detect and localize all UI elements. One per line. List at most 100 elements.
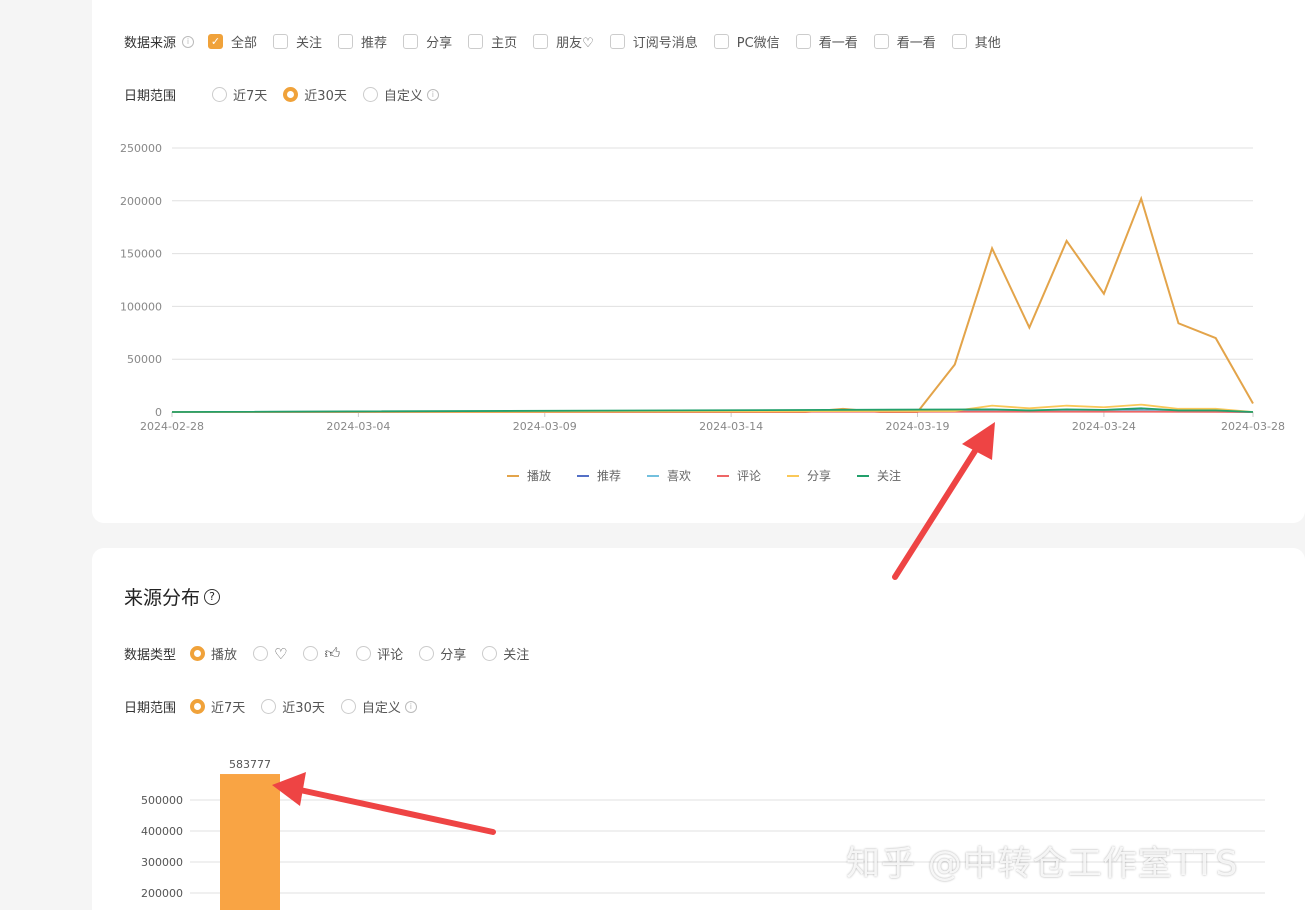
checkbox[interactable] xyxy=(403,34,419,49)
y-tick-label: 50000 xyxy=(127,353,162,366)
radio[interactable] xyxy=(253,646,269,661)
checkbox-option[interactable]: ✓ 全部 xyxy=(208,32,257,51)
x-tick-label: 2024-03-24 xyxy=(1072,420,1136,433)
option-label: 自定义 xyxy=(361,701,401,716)
x-tick-label: 2024-03-04 xyxy=(326,420,390,433)
radio-option[interactable]: 自定义 i xyxy=(340,697,417,716)
option-label: 近30天 xyxy=(282,701,325,716)
radio-option[interactable]: 分享 xyxy=(419,644,466,663)
checkbox-option[interactable]: 其他 xyxy=(951,32,1001,51)
option-label: 关注 xyxy=(503,648,530,663)
option-label: 近7天 xyxy=(233,89,268,104)
dist-date-filter: 日期范围 近7天 近30天 自定义 i xyxy=(124,697,433,716)
checkbox-option[interactable]: 关注 xyxy=(273,32,322,51)
option-label: 全部 xyxy=(231,36,258,51)
distribution-card xyxy=(92,548,1305,910)
radio-option[interactable]: 关注 xyxy=(482,644,529,663)
checkbox[interactable] xyxy=(795,34,811,49)
radio-option[interactable]: 近7天 xyxy=(190,697,245,716)
section-title: 来源分布? xyxy=(124,583,221,610)
legend-label[interactable]: 喜欢 xyxy=(667,468,691,483)
checkbox[interactable] xyxy=(468,34,484,49)
radio-option[interactable]: 评论 xyxy=(356,644,403,663)
watermark: 知乎 @中转仓工作室TTS xyxy=(846,844,1239,884)
series-line xyxy=(171,407,1254,413)
option-label: 近7天 xyxy=(211,701,246,716)
info-icon[interactable]: i xyxy=(426,88,439,101)
y-tick-label: 0 xyxy=(155,406,162,419)
radio[interactable] xyxy=(419,646,435,661)
radio[interactable] xyxy=(356,646,372,661)
radio[interactable] xyxy=(340,699,356,714)
radio[interactable] xyxy=(482,646,498,661)
radio[interactable] xyxy=(212,87,228,102)
radio[interactable] xyxy=(283,87,299,102)
legend-label[interactable]: 分享 xyxy=(807,468,831,483)
option-label: 看一看 xyxy=(818,36,858,51)
radio-option[interactable]: 近7天 xyxy=(212,85,267,104)
checkbox[interactable] xyxy=(873,34,889,49)
checkbox[interactable] xyxy=(713,34,729,49)
checkbox-option[interactable]: 推荐 xyxy=(338,32,387,51)
radio-option[interactable]: 👍︎ xyxy=(303,644,340,663)
data-label: 583777 xyxy=(229,758,271,771)
checkbox[interactable] xyxy=(273,34,289,49)
x-tick-label: 2024-03-28 xyxy=(1221,420,1285,433)
option-label: 朋友♡ xyxy=(556,36,594,51)
checkbox-option[interactable]: 分享 xyxy=(403,32,452,51)
checkbox-option[interactable]: 主页 xyxy=(468,32,517,51)
type-label: 数据类型 xyxy=(124,648,177,663)
legend-label[interactable]: 播放 xyxy=(527,468,551,483)
info-icon[interactable]: i xyxy=(404,700,417,713)
legend-label[interactable]: 关注 xyxy=(877,468,901,483)
option-label: 分享 xyxy=(426,36,453,51)
radio-option[interactable]: 近30天 xyxy=(283,85,347,104)
checkbox[interactable] xyxy=(951,34,967,49)
radio[interactable] xyxy=(190,646,206,661)
trend-date-filter: 日期范围 近7天 近30天 自定义 i xyxy=(124,85,455,104)
trend-line-chart: 0 50000 100000 150000 200000 250000 2024-02-28… xyxy=(120,142,1285,483)
x-tick-label: 2024-02-28 xyxy=(140,420,204,433)
series-line xyxy=(171,403,1254,413)
checkbox-option[interactable]: 订阅号消息 xyxy=(609,32,698,51)
radio-option[interactable]: 播放 xyxy=(190,644,237,663)
option-label: 主页 xyxy=(491,36,518,51)
thumbs-up-icon: 👍︎ xyxy=(324,644,341,662)
radio[interactable] xyxy=(190,699,206,714)
checkbox-option[interactable]: 看一看 xyxy=(873,32,936,51)
distribution-bar-chart: 200000 300000 400000 500000 583777 xyxy=(141,758,1265,910)
help-icon[interactable]: ? xyxy=(204,588,221,605)
source-label: 数据来源 xyxy=(124,36,177,51)
option-label: 关注 xyxy=(296,36,323,51)
option-label: 近30天 xyxy=(304,89,347,104)
type-filter: 数据类型 播放 ♡ 👍︎ 评论 分享 关注 xyxy=(124,644,545,663)
option-label: PC微信 xyxy=(736,36,780,51)
option-label: 订阅号消息 xyxy=(632,36,698,51)
radio-option[interactable]: 近30天 xyxy=(261,697,325,716)
y-tick-label: 500000 xyxy=(141,794,183,807)
legend-label[interactable]: 推荐 xyxy=(597,469,621,483)
legend-label[interactable]: 评论 xyxy=(737,469,761,483)
x-tick-label: 2024-03-09 xyxy=(513,420,577,433)
info-icon[interactable]: i xyxy=(182,35,195,48)
x-tick-label: 2024-03-14 xyxy=(699,420,763,433)
radio-option[interactable]: 自定义 i xyxy=(362,85,439,104)
checkbox[interactable] xyxy=(609,34,625,49)
checkbox[interactable] xyxy=(533,34,549,49)
bar[interactable] xyxy=(220,774,280,910)
checkbox-option[interactable]: 朋友♡ xyxy=(533,32,594,51)
radio[interactable] xyxy=(362,87,378,102)
radio[interactable] xyxy=(303,646,319,661)
y-tick-label: 100000 xyxy=(120,300,162,313)
checkbox[interactable]: ✓ xyxy=(208,34,224,49)
checkbox[interactable] xyxy=(338,34,354,49)
series-line xyxy=(172,195,1254,413)
x-tick-label: 2024-03-19 xyxy=(886,420,950,433)
radio-option[interactable]: ♡ xyxy=(253,644,287,663)
heart-icon: ♡ xyxy=(274,644,288,663)
option-label: 评论 xyxy=(377,648,404,663)
radio[interactable] xyxy=(261,699,277,714)
y-tick-label: 400000 xyxy=(141,825,183,838)
checkbox-option[interactable]: PC微信 xyxy=(713,32,780,51)
checkbox-option[interactable]: 看一看 xyxy=(795,32,858,51)
